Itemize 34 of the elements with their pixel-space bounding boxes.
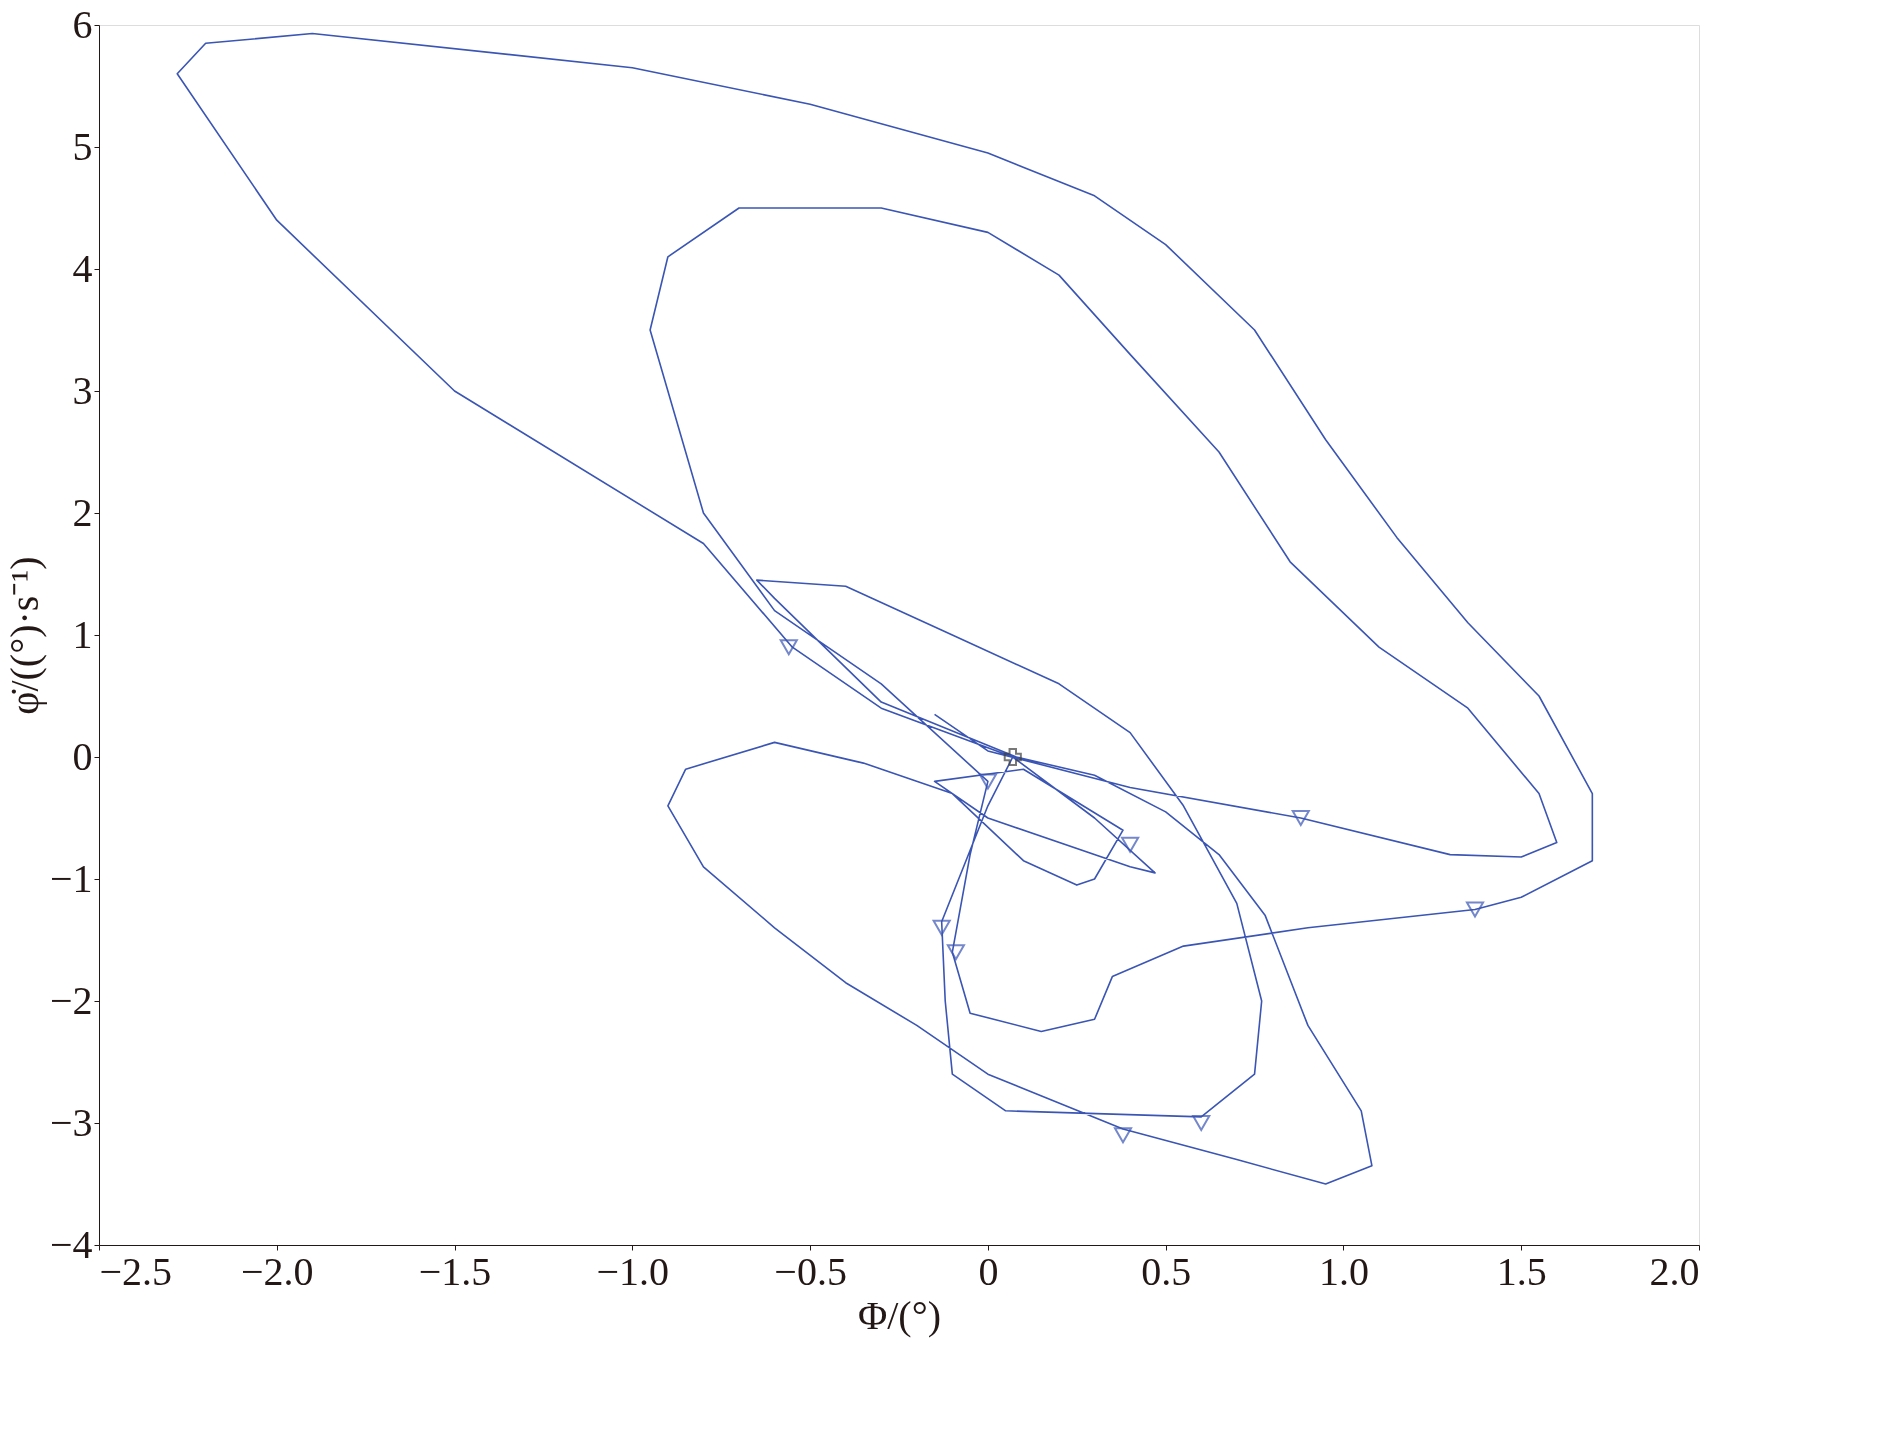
x-tick-label: 0 bbox=[978, 1248, 999, 1294]
x-tick-label: 0.5 bbox=[1141, 1248, 1192, 1294]
x-tick-label: 2.0 bbox=[1649, 1248, 1700, 1294]
y-tick-label: −1 bbox=[49, 855, 93, 901]
y-tick-label: 1 bbox=[72, 611, 93, 657]
point bbox=[932, 919, 951, 936]
y-tick-label: −3 bbox=[49, 1099, 93, 1145]
y-tick-label: 5 bbox=[72, 123, 93, 169]
x-tick-label: −2.5 bbox=[99, 1248, 173, 1294]
point bbox=[946, 944, 965, 961]
point bbox=[1121, 836, 1140, 853]
point bbox=[1465, 901, 1485, 918]
y-tick-label: 4 bbox=[72, 245, 93, 291]
point bbox=[1113, 1127, 1133, 1144]
y-axis-title: φ̇/((°)·s⁻¹) bbox=[1, 556, 47, 715]
line-series bbox=[176, 32, 1594, 1185]
x-axis-title: Φ/(°) bbox=[858, 1292, 941, 1338]
point bbox=[1291, 810, 1310, 826]
x-tick-label: −0.5 bbox=[774, 1248, 847, 1294]
x-tick-label: −1.0 bbox=[596, 1248, 670, 1294]
x-tick-label: −1.5 bbox=[418, 1248, 492, 1294]
x-tick-label: −2.0 bbox=[241, 1248, 314, 1294]
y-tick-label: 0 bbox=[72, 733, 93, 779]
point bbox=[779, 639, 798, 656]
point bbox=[978, 773, 997, 790]
y-tick-label: 2 bbox=[72, 489, 93, 535]
y-tick-label: −4 bbox=[49, 1221, 93, 1267]
point bbox=[1192, 1115, 1211, 1131]
y-tick-label: 3 bbox=[72, 367, 93, 413]
x-tick-label: 1.0 bbox=[1318, 1248, 1369, 1294]
y-tick-label: −2 bbox=[49, 977, 93, 1023]
y-tick-label: 6 bbox=[72, 1, 93, 47]
point bbox=[1003, 747, 1022, 767]
x-tick-label: 1.5 bbox=[1496, 1248, 1547, 1294]
